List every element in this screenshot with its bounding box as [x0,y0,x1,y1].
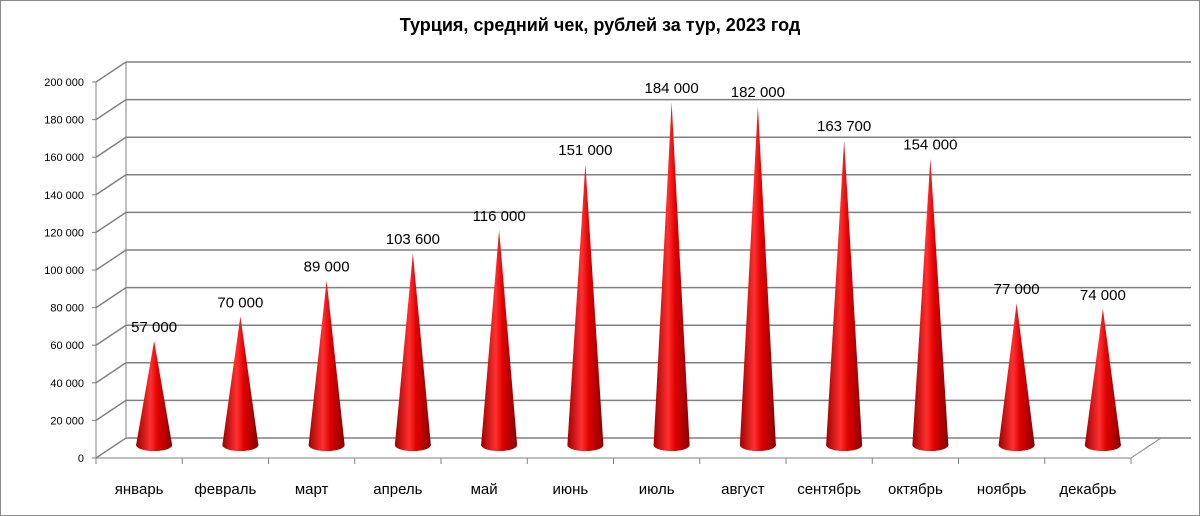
x-tick-label: июнь [553,481,589,498]
bar-cone [567,164,604,451]
data-label: 103 600 [386,231,440,248]
bar-cone [308,280,345,451]
bar-cone-body [222,316,259,451]
side-gridline [95,324,127,346]
x-tick-label: апрель [373,481,422,498]
x-tick-label: май [471,481,498,498]
data-label: 74 000 [1080,287,1126,304]
side-gridline [95,98,127,121]
bar-cone-body [739,105,776,451]
bar-cone-body [653,102,690,451]
bar-cone-body [136,340,173,451]
x-tick-label: июль [639,481,675,498]
bar-cone-body [826,140,863,451]
x-tick-label: август [721,481,765,498]
y-tick-label: 140 000 [44,190,84,202]
y-tick-label: 0 [78,453,84,465]
y-tick-label: 100 000 [44,265,84,277]
bar-cone-body [308,280,345,451]
label-layer: 0 20 000 40 000 60 000 80 000 100 000 120 000 1… [44,77,1126,498]
y-tick-label: 40 000 [50,378,84,390]
side-gridline [95,211,127,234]
data-label: 77 000 [994,281,1040,298]
side-gridline [95,249,127,271]
x-tick-label: октябрь [888,481,943,498]
x-tick-label: декабрь [1059,481,1116,498]
data-label: 57 000 [131,319,177,336]
bar-cone [481,229,518,451]
bar-cone [1084,308,1121,451]
y-tick-label: 160 000 [44,152,84,164]
bar-cone [912,158,949,452]
y-tick-label: 20 000 [50,415,84,427]
y-tick-label: 80 000 [50,303,84,315]
data-label: 184 000 [645,80,699,97]
side-gridline [95,286,127,309]
side-gridline [95,174,127,196]
bar-cone-body [998,303,1035,451]
bar-cone [653,102,690,451]
bar-cone [998,303,1035,451]
data-label: 154 000 [903,136,957,153]
cone-layer [136,102,1121,452]
x-tick-label: март [295,481,329,498]
bar-cone [222,316,259,451]
bar-cone-body [394,253,431,451]
data-label: 182 000 [731,84,785,101]
y-tick-label: 60 000 [50,340,84,352]
bar-cone [826,140,863,451]
y-tick-label: 180 000 [44,115,84,127]
x-tick-label: сентябрь [797,481,861,498]
data-label: 70 000 [217,294,263,311]
side-gridline [95,136,127,158]
side-gridline [95,362,127,384]
floor-right-edge [1130,437,1162,459]
bar-cone [739,105,776,451]
chart-title: Турция, средний чек, рублей за тур, 2023… [399,15,801,35]
x-tick-label: февраль [194,481,256,498]
bar-cone [136,340,173,451]
side-gridline [95,399,127,422]
data-label: 163 700 [817,118,871,135]
x-tick-label: ноябрь [977,481,1027,498]
side-gridline [95,437,127,459]
bar-cone [394,253,431,451]
bar-cone-body [481,229,518,451]
y-tick-label: 200 000 [44,77,84,89]
x-tick-label: январь [115,481,164,498]
data-label: 89 000 [304,259,350,276]
y-tick-label: 120 000 [44,227,84,239]
data-label: 151 000 [558,142,612,159]
bar-cone-body [912,158,949,452]
data-label: 116 000 [473,208,526,225]
bar-cone-body [567,164,604,451]
bar-cone-body [1084,308,1121,451]
side-gridline [95,61,127,83]
